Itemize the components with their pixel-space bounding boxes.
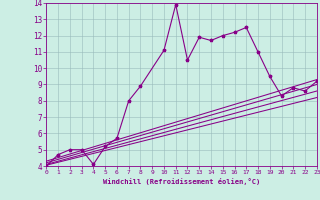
X-axis label: Windchill (Refroidissement éolien,°C): Windchill (Refroidissement éolien,°C): [103, 178, 260, 185]
